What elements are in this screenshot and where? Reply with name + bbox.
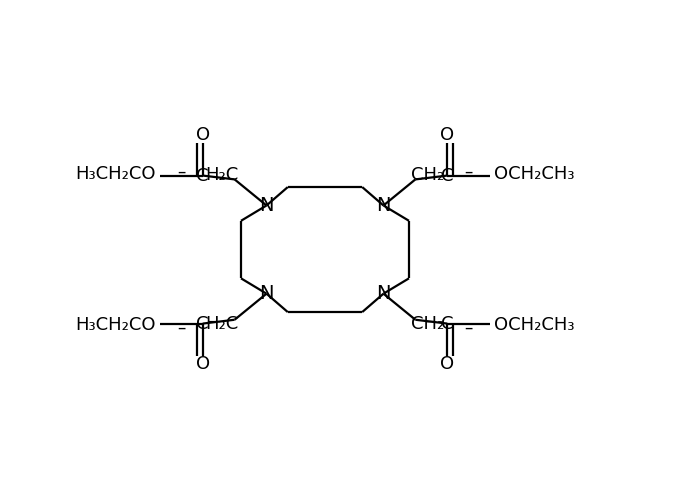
Text: –: – [177,163,186,181]
Text: OCH₂CH₃: OCH₂CH₃ [494,316,575,334]
Text: N: N [259,196,274,215]
Text: CH₂: CH₂ [411,166,445,184]
Text: –: – [464,318,473,337]
Text: N: N [259,284,274,303]
Text: –: – [464,163,473,181]
Text: C: C [196,315,209,333]
Text: O: O [440,126,454,144]
Text: –: – [177,318,186,337]
Text: N: N [376,196,391,215]
Text: H₃CH₂CO: H₃CH₂CO [75,316,156,334]
Text: OCH₂CH₃: OCH₂CH₃ [494,165,575,183]
Text: C: C [441,315,453,333]
Text: H₂C: H₂C [206,166,239,184]
Text: CH₂: CH₂ [411,315,445,333]
Text: H₂C: H₂C [206,315,239,333]
Text: C: C [196,166,209,185]
Text: C: C [441,166,453,185]
Text: H₃CH₂CO: H₃CH₂CO [75,165,156,183]
Text: O: O [440,355,454,373]
Text: O: O [196,126,210,144]
Text: O: O [196,355,210,373]
Text: N: N [376,284,391,303]
